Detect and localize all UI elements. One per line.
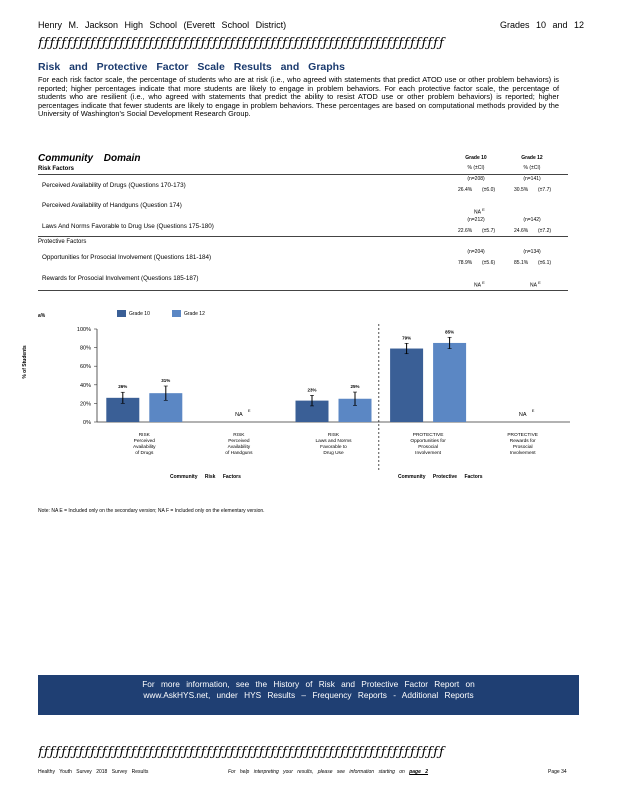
legend-swatch-grade12 xyxy=(172,310,181,317)
risk-factors-label: Risk Factors xyxy=(38,166,75,172)
row-v12: 85.1% xyxy=(514,260,529,266)
data-label: 85% xyxy=(445,329,454,334)
row-ci10: (±6.0) xyxy=(482,187,496,193)
row-ci12: (±7.2) xyxy=(538,228,552,234)
bar xyxy=(338,398,372,422)
y-tick-label: 0% xyxy=(83,420,91,426)
bar xyxy=(433,342,467,422)
category-label: Drug Use xyxy=(323,450,344,456)
data-label: 23% xyxy=(307,387,316,392)
row-label: Perceived Availability of Drugs (Questio… xyxy=(42,182,186,189)
footer-help: For help interpreting your results, plea… xyxy=(228,769,429,775)
row-v12: 30.5% xyxy=(514,187,529,193)
col-head-grade12: Grade 12 xyxy=(521,155,543,161)
group-label-risk: Community Risk Factors xyxy=(170,474,241,480)
footer-left: Healthy Youth Survey 2018 Survey Results xyxy=(38,769,149,775)
na-superscript: E xyxy=(532,408,535,413)
row-label: Perceived Availability of Handguns (Ques… xyxy=(42,202,182,209)
row-n12: (n=142) xyxy=(523,217,541,223)
na-label: NA xyxy=(235,412,243,418)
category-label: Perceived xyxy=(228,438,250,444)
category-label: PROTECTIVE xyxy=(413,432,444,438)
row-ci10: (±5.6) xyxy=(482,260,496,266)
y-tick-label: 20% xyxy=(80,401,91,407)
row-v10: 26.4% xyxy=(458,187,473,193)
bar xyxy=(390,348,424,422)
banner-line-1: For more information, see the History of… xyxy=(142,679,475,689)
row-ci12: (±6.1) xyxy=(538,260,552,266)
category-label: Rewards for xyxy=(510,438,536,444)
y-tick-label: 100% xyxy=(77,327,91,333)
category-label: Laws and Norms xyxy=(316,438,353,444)
data-label: 25% xyxy=(350,384,359,389)
y-tick-label: 80% xyxy=(80,346,91,352)
category-label: RISK xyxy=(139,432,151,438)
col-head-grade10: Grade 10 xyxy=(465,155,487,161)
bottom-rule: ƒƒƒƒƒƒƒƒƒƒƒƒƒƒƒƒƒƒƒƒƒƒƒƒƒƒƒƒƒƒƒƒƒƒƒƒƒƒƒƒ… xyxy=(38,745,445,760)
row-label: Rewards for Prosocial Involvement (Quest… xyxy=(42,275,199,282)
protective-factors-label: Protective Factors xyxy=(38,239,87,245)
group-label-protective: Community Protective Factors xyxy=(398,474,483,480)
data-label: 31% xyxy=(161,378,170,383)
table-divider xyxy=(38,290,568,291)
category-label: Prosocial xyxy=(513,444,533,450)
row-v12: 24.6% xyxy=(514,228,529,234)
domain-title: Community Domain xyxy=(38,153,141,164)
category-label: PROTECTIVE xyxy=(507,432,538,438)
legend-label-grade12: Grade 12 xyxy=(184,311,205,317)
bar xyxy=(295,400,329,422)
legend-swatch-grade10 xyxy=(117,310,126,317)
row-n12: (n=134) xyxy=(523,249,541,255)
banner-line-2[interactable]: www.AskHYS.net, under HYS Results – Freq… xyxy=(143,690,474,700)
category-label: of Handguns xyxy=(225,450,253,456)
chart-legend-marker: a% xyxy=(38,313,46,319)
category-label: of Drugs xyxy=(135,450,154,456)
section-intro: For each risk factor scale, the percenta… xyxy=(38,75,559,119)
category-label: RISK xyxy=(233,432,245,438)
y-tick-label: 60% xyxy=(80,364,91,370)
row-ci10: (±5.7) xyxy=(482,228,496,234)
row-v10: 78.9% xyxy=(458,260,473,266)
category-label: Perceived xyxy=(134,438,156,444)
category-label: RISK xyxy=(328,432,340,438)
row-na12: NA E xyxy=(530,280,541,289)
top-rule: ƒƒƒƒƒƒƒƒƒƒƒƒƒƒƒƒƒƒƒƒƒƒƒƒƒƒƒƒƒƒƒƒƒƒƒƒƒƒƒƒ… xyxy=(38,36,445,51)
section-title: Risk and Protective Factor Scale Results… xyxy=(38,61,345,73)
table-divider xyxy=(38,174,568,175)
category-label: Involvement xyxy=(415,450,442,456)
col-sub-grade12: % (±CI) xyxy=(523,165,541,171)
data-label: 26% xyxy=(118,384,127,389)
row-n10: (n=212) xyxy=(467,217,485,223)
na-label: NA xyxy=(519,412,527,418)
school-header: Henry M. Jackson High School (Everett Sc… xyxy=(38,20,287,30)
info-banner: For more information, see the History of… xyxy=(38,675,579,715)
row-ci12: (±7.7) xyxy=(538,187,552,193)
row-label: Opportunities for Prosocial Involvement … xyxy=(42,254,212,261)
footer-page-number: Page 34 xyxy=(548,769,567,775)
footer-page-link[interactable]: page 2 xyxy=(409,769,429,775)
row-na10: NA E xyxy=(474,280,485,289)
table-divider xyxy=(38,236,568,237)
category-label: Opportunities for xyxy=(410,438,446,444)
legend-label-grade10: Grade 10 xyxy=(129,311,150,317)
category-label: Favorable to xyxy=(320,444,347,450)
row-n10: (n=204) xyxy=(467,249,485,255)
row-label: Laws And Norms Favorable to Drug Use (Qu… xyxy=(42,223,214,230)
grades-header: Grades 10 and 12 xyxy=(500,20,585,30)
row-na10: NA E xyxy=(474,207,485,216)
row-v10: 22.6% xyxy=(458,228,473,234)
na-superscript: E xyxy=(248,408,251,413)
data-label: 79% xyxy=(402,335,411,340)
category-label: Prosocial xyxy=(418,444,438,450)
category-label: Availability xyxy=(228,444,251,450)
y-tick-label: 40% xyxy=(80,383,91,389)
col-sub-grade10: % (±CI) xyxy=(467,165,485,171)
footnote: Note: NA E = Included only on the second… xyxy=(38,508,265,514)
category-label: Involvement xyxy=(510,450,537,456)
category-label: Availability xyxy=(133,444,156,450)
row-n10: (n=208) xyxy=(467,176,485,182)
row-n12: (n=141) xyxy=(523,176,541,182)
